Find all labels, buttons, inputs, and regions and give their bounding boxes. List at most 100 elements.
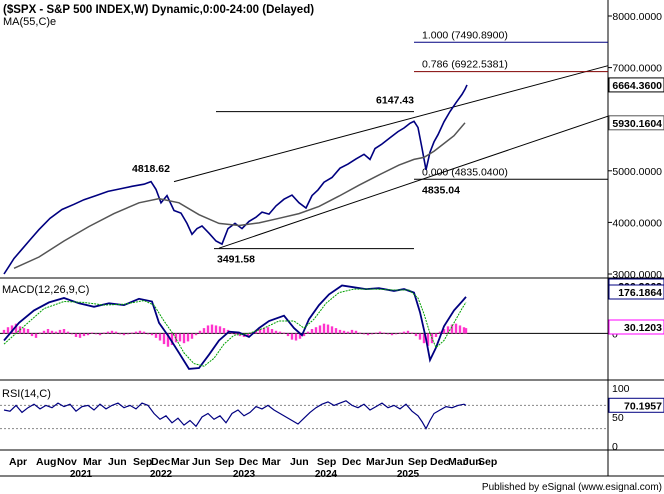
macd-histogram-bar: [22, 328, 26, 334]
macd-histogram-bar: [198, 330, 202, 334]
macd-histogram-bar: [50, 330, 54, 334]
macd-histogram-bar: [266, 327, 270, 334]
price-series: [3, 84, 468, 275]
month-label: Dec: [239, 456, 258, 468]
ma-last-box: 5930.1604: [608, 115, 664, 131]
macd-histogram-bar: [410, 332, 414, 334]
macd-histogram-bar: [334, 328, 338, 334]
macd-histogram-bar: [450, 324, 454, 334]
macd-histogram-bar: [222, 328, 226, 334]
upper-channel-line: [173, 65, 609, 183]
macd-histogram-bar: [374, 332, 378, 334]
rsi-tick-label: 100: [612, 383, 630, 395]
macd-histogram-bar: [314, 327, 318, 334]
month-label: Dec: [342, 456, 361, 468]
y-tick-label: 4000.0000: [612, 217, 662, 229]
rsi-value-box: 70.1957: [608, 397, 664, 413]
rsi-tick-label: 0: [612, 441, 618, 453]
macd-histogram-bar: [434, 333, 438, 337]
macd-histogram-bar: [14, 323, 18, 334]
macd-histogram-bar: [402, 331, 406, 334]
macd-histogram-bar: [46, 329, 50, 334]
macd-histogram-bar: [170, 333, 174, 345]
rsi-pane: 100 50 0 70.1957: [0, 383, 664, 453]
macd-histogram-bar: [102, 332, 106, 334]
price-annotation: 6147.43: [376, 95, 414, 107]
last-price-box-frame: [608, 77, 664, 93]
macd-histogram-bar: [262, 328, 266, 334]
macd-histogram-bar: [118, 333, 122, 335]
month-label: Mar: [171, 456, 190, 468]
macd-histogram-bar: [330, 326, 334, 334]
macd-histogram-bar: [302, 333, 306, 337]
macd-histogram-bar: [66, 331, 70, 334]
macd-histogram-bar: [350, 329, 354, 334]
macd-histogram-bar: [438, 331, 442, 334]
macd-histogram-bar: [318, 325, 322, 334]
macd-histogram-bar: [346, 331, 350, 334]
macd-histogram-bar: [464, 328, 468, 334]
year-label: 2022: [150, 469, 173, 480]
month-label: Sep: [408, 456, 427, 468]
macd-histogram-bar: [218, 326, 222, 334]
year-label: 2023: [233, 469, 256, 480]
macd-histogram-bar: [278, 331, 282, 334]
macd-value-frame: [608, 319, 664, 335]
signal-line: [3, 288, 467, 367]
macd-histogram-bar: [194, 333, 198, 336]
macd-value-frame: [608, 284, 664, 300]
macd-histogram-bar: [210, 324, 214, 334]
macd-histogram-bar: [298, 333, 302, 339]
macd-histogram-bar: [34, 333, 38, 338]
macd-histogram-bar: [38, 332, 42, 334]
macd-histogram-bar: [422, 333, 426, 344]
macd-histogram-bar: [2, 329, 6, 334]
macd-histogram-bar: [42, 330, 46, 334]
fib-label: 1.000 (7490.8900): [422, 29, 508, 41]
macd-histogram-bar: [110, 330, 114, 334]
fib-label: 0.786 (6922.5381): [422, 59, 508, 71]
macd-histogram-bar: [338, 329, 342, 334]
month-label: Jun: [290, 456, 309, 468]
ma-last-box-label: 5930.1604: [612, 118, 662, 130]
macd-histogram-bar: [282, 332, 286, 334]
macd-histogram-bar: [154, 333, 158, 338]
price-pane: 1.000 (7490.8900) 0.786 (6922.5381) 0.000 …: [0, 0, 664, 477]
macd-histogram-bar: [382, 332, 386, 334]
macd-histogram-bar: [446, 326, 450, 334]
macd-histogram-bar: [178, 333, 182, 342]
macd-legend: MACD(12,26,9,C): [2, 284, 89, 296]
price-annotation: 4818.62: [132, 163, 170, 175]
last-price-box-label: 6664.3600: [612, 80, 662, 92]
macd-histogram-bar: [62, 329, 66, 334]
macd-value-label: 176.1864: [618, 287, 662, 299]
macd-histogram-bar: [418, 333, 422, 340]
macd-histogram-bar: [290, 333, 294, 340]
y-tick-label: 8000.0000: [612, 11, 662, 23]
ma-legend: MA(55,C)e: [3, 16, 56, 28]
y-tick-label: 5000.0000: [612, 166, 662, 178]
macd-histogram-bar: [162, 333, 166, 345]
year-label: 2024: [315, 469, 338, 480]
macd-histogram-bar: [258, 329, 262, 334]
macd-histogram-bar: [398, 332, 402, 334]
macd-histogram-bar: [130, 332, 134, 334]
macd-histogram-bar: [426, 333, 430, 346]
macd-histogram-bar: [30, 333, 34, 337]
macd-histogram-bar: [138, 330, 142, 334]
y-tick-label: 7000.0000: [612, 63, 662, 75]
macd-histogram-bar: [186, 333, 190, 342]
macd-histogram-bar: [442, 329, 446, 334]
ma-last-box-frame: [608, 115, 664, 131]
macd-histogram-bar: [362, 333, 366, 335]
rsi-value-label: 70.1957: [624, 400, 662, 412]
macd-value-box: 176.1864: [608, 284, 664, 300]
ma-series: [13, 122, 466, 269]
macd-histogram-bar: [358, 332, 362, 334]
macd-histogram-bar: [54, 331, 58, 334]
month-label: Jun: [108, 456, 127, 468]
macd-histogram-bar: [150, 333, 154, 336]
macd-histogram-bar: [246, 333, 250, 337]
